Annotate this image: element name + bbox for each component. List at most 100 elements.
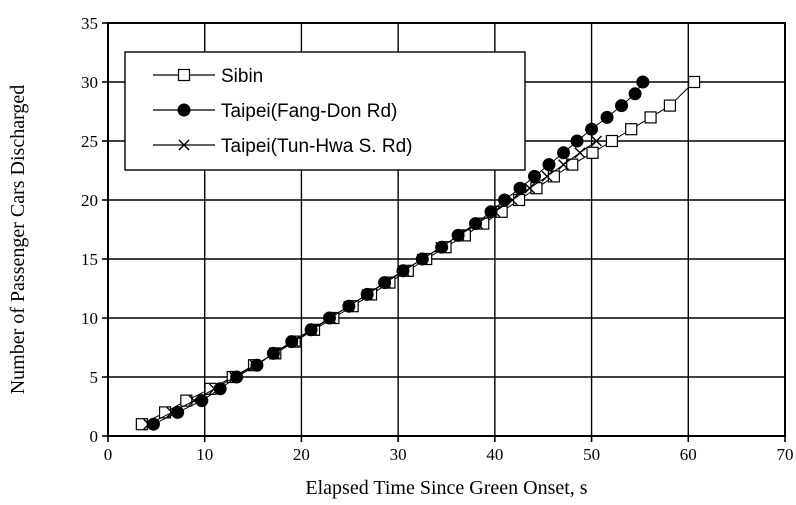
x-tick-label: 20 (293, 445, 310, 464)
x-tick-label: 60 (680, 445, 697, 464)
data-point (687, 75, 701, 89)
data-point (570, 134, 584, 148)
y-tick-label: 10 (81, 309, 98, 328)
cross-stroke (558, 159, 570, 171)
data-point (644, 111, 657, 124)
cross-stroke (143, 418, 155, 430)
legend-item: Taipei(Tun-Hwa S. Rd) (153, 136, 412, 157)
data-point (435, 241, 447, 253)
legend-item: Taipei(Fang-Don Rd) (153, 101, 397, 122)
series-2 (146, 75, 650, 431)
cross-stroke (506, 194, 518, 206)
legend: Sibin Taipei(Fang-Don Rd) Taipei(Tun-Hwa S… (124, 51, 526, 171)
data-point (663, 99, 677, 112)
data-point (600, 110, 614, 124)
data-point (380, 277, 392, 289)
y-tick-label: 5 (90, 368, 99, 387)
data-point (361, 288, 373, 300)
data-point (343, 300, 355, 312)
y-tick-label: 0 (90, 427, 99, 446)
cross-stroke (343, 300, 355, 312)
legend-label: Sibin (221, 66, 263, 87)
data-point (615, 99, 629, 113)
data-point (324, 312, 336, 324)
data-point (180, 394, 193, 407)
data-point (574, 147, 586, 159)
data-point (586, 146, 599, 159)
data-point (547, 170, 560, 183)
data-point (146, 417, 160, 431)
data-point (489, 206, 501, 218)
cross-stroke (249, 359, 261, 371)
cross-stroke (229, 371, 241, 383)
plot-frame (107, 22, 786, 437)
series-line (148, 140, 597, 425)
cross-stroke (324, 312, 336, 324)
data-point (557, 146, 571, 160)
data-point (484, 205, 498, 219)
data-point (143, 418, 155, 430)
y-tick-label: 25 (81, 132, 98, 151)
data-point (288, 336, 300, 348)
data-point (590, 135, 602, 147)
data-point (524, 182, 536, 194)
data-point (530, 182, 543, 195)
cross-stroke (590, 135, 602, 147)
cross-stroke (398, 265, 410, 277)
cross-stroke (524, 182, 536, 194)
cross-stroke (268, 347, 280, 359)
data-point (158, 406, 172, 419)
x-tick-label: 10 (196, 445, 213, 464)
data-point (471, 218, 483, 230)
legend-marker (177, 103, 191, 117)
y-axis-title: Number of Passenger Cars Discharged (7, 85, 29, 395)
data-point (416, 253, 428, 265)
legend-marker (177, 68, 191, 82)
data-point (566, 158, 579, 171)
cross-stroke (188, 395, 200, 407)
cross-stroke (453, 229, 465, 241)
data-point (268, 347, 280, 359)
x-tick-label: 0 (104, 445, 113, 464)
data-point (213, 382, 227, 396)
cross-stroke (489, 206, 501, 218)
data-point (506, 194, 518, 206)
cross-stroke (361, 288, 373, 300)
data-point (398, 265, 410, 277)
cross-stroke (380, 277, 392, 289)
y-tick-label: 15 (81, 250, 98, 269)
axes: 0 10 20 30 40 50 60 70 0 5 10 15 20 25 30 35 (81, 14, 794, 464)
data-point (542, 158, 556, 172)
data-point (625, 123, 638, 136)
data-point (171, 405, 185, 419)
legend-label: Taipei(Fang-Don Rd) (221, 101, 397, 122)
legend-label: Taipei(Tun-Hwa S. Rd) (221, 136, 412, 157)
cross-stroke (435, 241, 447, 253)
data-point (528, 169, 542, 183)
y-tick-label: 35 (81, 14, 98, 33)
data-point (208, 383, 220, 395)
legend-marker (178, 139, 190, 151)
data-point (558, 159, 570, 171)
data-point (636, 75, 650, 89)
data-point (605, 134, 618, 148)
data-point (188, 395, 200, 407)
cross-stroke (574, 147, 586, 159)
cross-stroke (306, 324, 318, 336)
cross-stroke (288, 336, 300, 348)
y-tick-label: 30 (81, 73, 98, 92)
cross-stroke (541, 170, 553, 182)
cross-stroke (208, 383, 220, 395)
cross-stroke (471, 218, 483, 230)
data-point (453, 229, 465, 241)
y-tick-label: 20 (81, 191, 98, 210)
data-point (229, 371, 241, 383)
legend-box (124, 51, 526, 171)
data-point (166, 406, 178, 418)
data-point (230, 370, 244, 384)
data-point (306, 324, 318, 336)
data-point (249, 359, 261, 371)
series-3 (143, 135, 602, 430)
